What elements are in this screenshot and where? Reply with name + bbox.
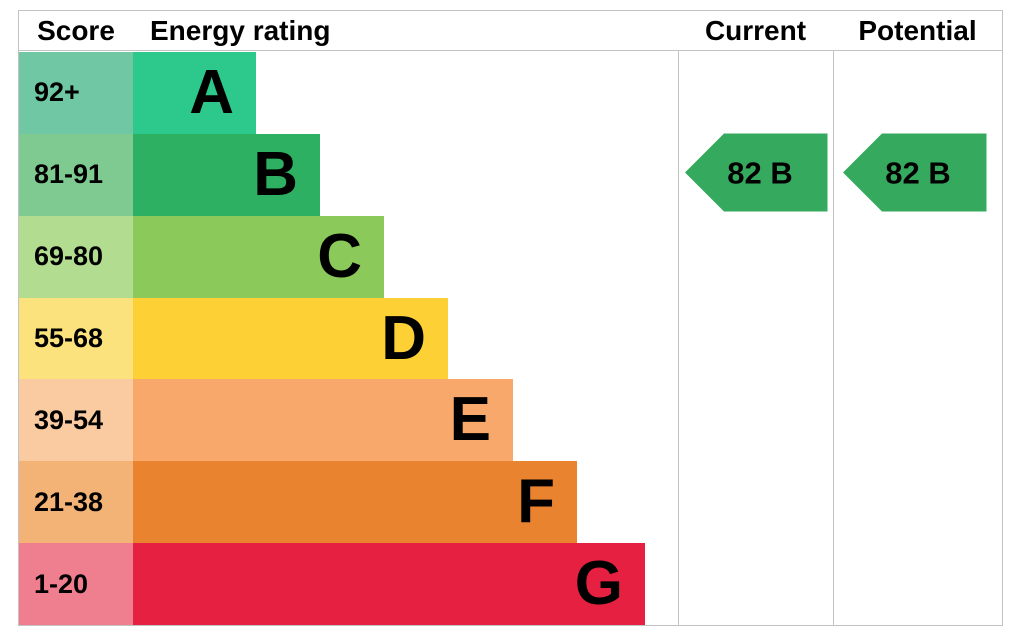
table-header-row: Score Energy rating Current Potential xyxy=(19,11,1002,51)
band-bar-e: E xyxy=(133,379,513,462)
band-bar-f: F xyxy=(133,461,577,544)
potential-rating-arrow: 82 B xyxy=(843,133,987,212)
current-column-header: Current xyxy=(704,15,807,46)
energy-rating-column-header: Energy rating xyxy=(150,15,331,46)
band-bar-g: G xyxy=(133,543,645,626)
band-bar-b: B xyxy=(133,133,320,216)
band-row-b: 81-91 B xyxy=(19,133,1002,216)
band-letter: F xyxy=(517,467,555,537)
band-letter: E xyxy=(449,385,491,455)
band-row-a: 92+ A xyxy=(19,52,1002,134)
current-rating-value: 82 B xyxy=(727,156,792,191)
score-range: 39-54 xyxy=(19,379,133,462)
score-range: 1-20 xyxy=(19,543,133,626)
band-row-f: 21-38 F xyxy=(19,461,1002,544)
band-bar-a: A xyxy=(133,52,256,134)
divider-current-potential xyxy=(833,11,834,625)
potential-arrow-shape xyxy=(843,133,987,212)
band-bar-c: C xyxy=(133,215,384,298)
band-row-d: 55-68 D xyxy=(19,297,1002,380)
rating-table: Score Energy rating Current Potential 92… xyxy=(18,10,1003,626)
score-range: 81-91 xyxy=(19,133,133,216)
current-rating-arrow: 82 B xyxy=(685,133,828,212)
score-range: 21-38 xyxy=(19,461,133,544)
potential-rating-value: 82 B xyxy=(885,156,950,191)
current-arrow-shape xyxy=(685,133,828,212)
rating-bands: 92+ A 81-91 B 69-80 C 55-68 D 39-54 E 21-38 F 1-20 G xyxy=(19,52,1002,626)
divider-rating-current xyxy=(678,11,679,625)
band-letter: G xyxy=(574,549,623,619)
score-range: 55-68 xyxy=(19,297,133,380)
potential-column-header: Potential xyxy=(858,15,977,46)
band-row-g: 1-20 G xyxy=(19,543,1002,626)
band-letter: C xyxy=(317,221,362,291)
band-letter: A xyxy=(189,57,234,127)
band-row-c: 69-80 C xyxy=(19,215,1002,298)
band-letter: B xyxy=(253,139,298,209)
score-range: 92+ xyxy=(19,52,133,134)
band-bar-d: D xyxy=(133,297,448,380)
band-row-e: 39-54 E xyxy=(19,379,1002,462)
score-range: 69-80 xyxy=(19,215,133,298)
band-letter: D xyxy=(381,303,426,373)
score-column-header: Score xyxy=(37,15,115,46)
